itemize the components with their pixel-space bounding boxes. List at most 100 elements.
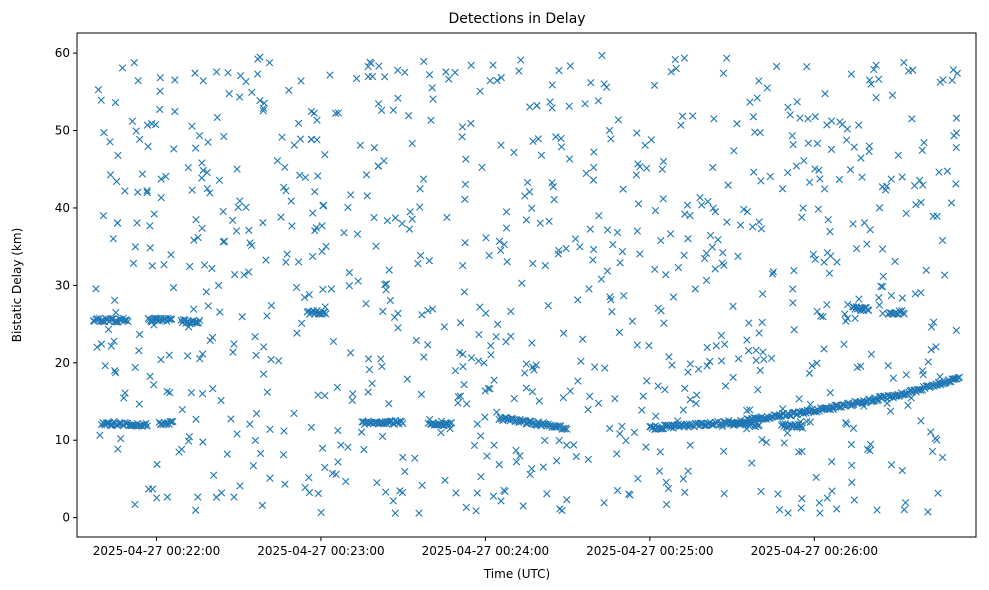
scatter-point (522, 360, 530, 368)
scatter-point (452, 489, 460, 497)
scatter-point (251, 436, 260, 445)
scatter-point (111, 98, 120, 107)
scatter-point (199, 77, 207, 85)
scatter-point (823, 494, 831, 502)
scatter-point (189, 305, 198, 313)
scatter-point (417, 390, 426, 399)
scatter-point (496, 246, 505, 255)
scatter-point (106, 171, 115, 179)
scatter-point (884, 361, 892, 370)
scatter-point (817, 312, 825, 320)
scatter-point (678, 112, 687, 120)
scatter-point (110, 367, 119, 375)
scatter-point (584, 405, 592, 414)
scatter-point (902, 209, 910, 218)
scatter-point (686, 360, 695, 368)
scatter-point (532, 361, 541, 369)
scatter-point (555, 436, 563, 445)
scatter-point (630, 428, 639, 437)
scatter-point (908, 115, 916, 123)
scatter-point (521, 369, 529, 377)
scatter-point (378, 418, 386, 426)
scatter-point (760, 355, 768, 364)
scatter-point (823, 300, 831, 309)
scatter-point (804, 114, 812, 123)
scatter-point (594, 399, 603, 408)
scatter-point (614, 116, 623, 124)
scatter-point (796, 114, 804, 122)
scatter-point (518, 279, 526, 287)
scatter-point (786, 111, 794, 119)
scatter-point (334, 426, 342, 435)
scatter-point (363, 192, 371, 200)
scatter-point (545, 217, 553, 225)
scatter-point (381, 488, 390, 496)
scatter-point (600, 499, 608, 507)
scatter-point (238, 313, 246, 321)
scatter-point (706, 231, 715, 240)
scatter-point (292, 283, 301, 292)
scatter-point (489, 492, 498, 500)
scatter-point (215, 176, 224, 184)
scatter-point (162, 172, 170, 181)
scatter-point (789, 299, 797, 307)
scatter-point (282, 187, 290, 195)
scatter-point (702, 276, 711, 285)
scatter-point (229, 348, 237, 356)
scatter-point (345, 282, 354, 290)
scatter-point (294, 119, 303, 128)
scatter-point (223, 450, 231, 458)
scatter-point (772, 62, 781, 71)
scatter-point (847, 440, 856, 449)
scatter-point (559, 329, 568, 338)
scatter-point (483, 452, 491, 460)
scatter-point (952, 326, 961, 335)
scatter-point (242, 203, 250, 212)
y-tick-label: 20 (55, 356, 70, 370)
scatter-point (352, 74, 361, 83)
scatter-point (541, 436, 549, 445)
scatter-point (163, 493, 172, 501)
scatter-point (686, 441, 694, 449)
scatter-point (188, 186, 196, 194)
scatter-point (266, 425, 274, 434)
scatter-point (340, 228, 348, 237)
scatter-point (767, 354, 776, 362)
track-point (166, 315, 175, 323)
scatter-point (217, 396, 225, 405)
scatter-point (866, 225, 874, 234)
scatter-point (797, 504, 805, 512)
scatter-point (399, 453, 407, 461)
scatter-point (318, 444, 327, 452)
scatter-point (408, 139, 416, 148)
scatter-point (99, 212, 108, 220)
scatter-point (368, 379, 376, 388)
scatter-point (129, 259, 138, 268)
scatter-point (586, 225, 595, 233)
scatter-point (344, 443, 352, 451)
scatter-point (485, 251, 493, 260)
scatter-point (752, 346, 760, 355)
scatter-point (263, 388, 271, 396)
scatter-point (823, 248, 832, 257)
scatter-point (165, 351, 173, 359)
scatter-point (445, 75, 453, 83)
scatter-point (613, 486, 622, 495)
scatter-point (472, 507, 480, 515)
scatter-point (581, 100, 589, 108)
scatter-point (833, 505, 841, 513)
scatter-point (171, 76, 179, 84)
scatter-point (111, 369, 120, 377)
scatter-point (528, 204, 536, 212)
scatter-point (383, 216, 392, 225)
scatter-point (259, 219, 267, 227)
scatter-point (633, 341, 641, 349)
scatter-point (177, 445, 186, 454)
scatter-point (548, 81, 556, 89)
scatter-point (601, 364, 609, 372)
scatter-point (546, 98, 554, 106)
scatter-point (451, 366, 460, 375)
scatter-point (244, 268, 253, 276)
scatter-point (605, 126, 614, 135)
scatter-point (420, 353, 428, 361)
